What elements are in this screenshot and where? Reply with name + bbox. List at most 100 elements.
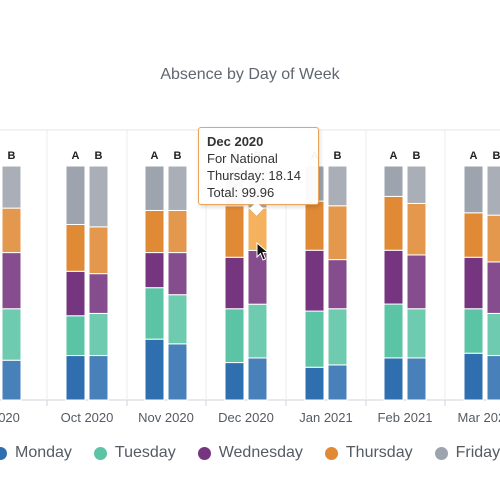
bar-segment-wednesday — [327, 259, 348, 310]
bar-segment-thursday — [304, 200, 325, 251]
bar-segment-wednesday — [88, 273, 109, 314]
stack-label: A — [72, 150, 80, 162]
bar-segment-monday — [247, 357, 268, 401]
bar-segment-friday — [65, 165, 86, 225]
bar-segment-friday — [486, 165, 500, 216]
legend-swatch-icon — [197, 446, 211, 460]
tooltip-line-1: For National — [207, 151, 278, 166]
bar-segment-thursday — [224, 205, 245, 258]
bar-segment-friday — [383, 165, 404, 197]
bar-segment-thursday — [486, 214, 500, 263]
tooltip-title: Dec 2020 — [207, 134, 264, 149]
bar-segment-thursday — [383, 195, 404, 251]
bar-segment-tuesday — [88, 312, 109, 357]
bar-segment-monday — [304, 366, 325, 401]
bar-segment-tuesday — [144, 287, 165, 340]
bar-segment-wednesday — [463, 256, 484, 310]
bar-segment-tuesday — [406, 308, 427, 359]
stack-label: B — [413, 150, 421, 162]
x-tick-label: Mar 2021 — [458, 410, 500, 425]
tooltip-line-3: Total: 99.96 — [207, 185, 275, 200]
legend-label: Thursday — [345, 444, 413, 461]
legend-item-monday[interactable]: Monday — [0, 444, 72, 462]
bar-segment-monday — [1, 359, 22, 401]
legend-label: Monday — [15, 444, 72, 461]
bar-segment-wednesday — [406, 254, 427, 310]
bar-segment-wednesday — [144, 252, 165, 289]
bar-segment-monday — [88, 355, 109, 401]
bar-segment-friday — [167, 165, 188, 211]
bar-segment-friday — [88, 165, 109, 228]
bar-segment-tuesday — [486, 312, 500, 357]
chart-tooltip: Dec 2020 For National Thursday: 18.14 To… — [198, 127, 319, 205]
legend-swatch-icon — [93, 446, 107, 460]
bar-segment-friday — [1, 165, 22, 209]
bar-segment-monday — [383, 357, 404, 401]
bar-segment-monday — [406, 357, 427, 401]
bar-segment-friday — [327, 165, 348, 207]
stack-label: B — [95, 150, 103, 162]
legend-item-thursday[interactable]: Thursday — [324, 444, 413, 462]
x-tick-label: Feb 2021 — [378, 410, 433, 425]
bar-segment-tuesday — [1, 308, 22, 361]
tooltip-line-2: Thursday: 18.14 — [207, 168, 301, 183]
bar-segment-monday — [167, 343, 188, 401]
bar-segment-monday — [463, 352, 484, 401]
bar-segment-thursday — [144, 209, 165, 254]
bar-segment-thursday — [88, 226, 109, 275]
mouse-cursor-icon — [256, 242, 270, 261]
bar-segment-wednesday — [486, 261, 500, 314]
bar-segment-tuesday — [463, 308, 484, 354]
bar-segment-monday — [224, 362, 245, 401]
legend-label: Tuesday — [114, 444, 176, 461]
legend-swatch-icon — [324, 446, 338, 460]
legend-swatch-icon — [434, 446, 448, 460]
bar-segment-tuesday — [167, 294, 188, 345]
bar-segment-wednesday — [383, 249, 404, 305]
stack-label: B — [8, 150, 16, 162]
x-tick-label: Jan 2021 — [299, 410, 353, 425]
x-tick-label: Oct 2020 — [61, 410, 114, 425]
x-tick-label: Nov 2020 — [138, 410, 194, 425]
bar-segment-monday — [486, 355, 500, 401]
stack-label: A — [151, 150, 159, 162]
legend-item-fridays[interactable]: Fridays — [434, 444, 500, 462]
legend-swatch-icon — [0, 446, 7, 460]
bar-segment-tuesday — [327, 308, 348, 366]
chart-legend: Monday Tuesday Wednesday Thursday Fridays — [0, 444, 500, 465]
bar-segment-wednesday — [65, 270, 86, 317]
stack-label: A — [470, 150, 478, 162]
bar-segment-thursday — [406, 202, 427, 256]
bar-segment-friday — [144, 165, 165, 211]
stack-label: B — [174, 150, 182, 162]
stack-label: A — [390, 150, 398, 162]
bar-segment-monday — [327, 364, 348, 401]
x-tick-label: 0 2020 — [0, 410, 20, 425]
bar-segment-thursday — [65, 224, 86, 272]
legend-label: Wednesday — [218, 444, 303, 461]
bar-segment-tuesday — [304, 310, 325, 368]
legend-label: Fridays — [455, 444, 500, 461]
bar-segment-friday — [406, 165, 427, 204]
bar-segment-wednesday — [167, 252, 188, 296]
bar-segment-monday — [144, 338, 165, 401]
legend-item-tuesday[interactable]: Tuesday — [93, 444, 176, 462]
bar-segment-thursday — [463, 212, 484, 258]
x-tick-label: Dec 2020 — [218, 410, 274, 425]
bar-segment-monday — [65, 355, 86, 401]
bar-segment-wednesday — [224, 256, 245, 310]
bar-segment-wednesday — [1, 252, 22, 310]
bar-segment-tuesday — [224, 308, 245, 364]
bar-segment-tuesday — [383, 303, 404, 359]
bar-segment-thursday — [327, 205, 348, 261]
legend-item-wednesday[interactable]: Wednesday — [197, 444, 303, 462]
bar-segment-thursday — [1, 207, 22, 254]
bar-segment-friday — [463, 165, 484, 214]
stack-label: B — [334, 150, 342, 162]
bar-segment-thursday — [167, 209, 188, 254]
stack-label: B — [493, 150, 500, 162]
bar-segment-wednesday — [304, 249, 325, 312]
bar-segment-tuesday — [65, 315, 86, 357]
